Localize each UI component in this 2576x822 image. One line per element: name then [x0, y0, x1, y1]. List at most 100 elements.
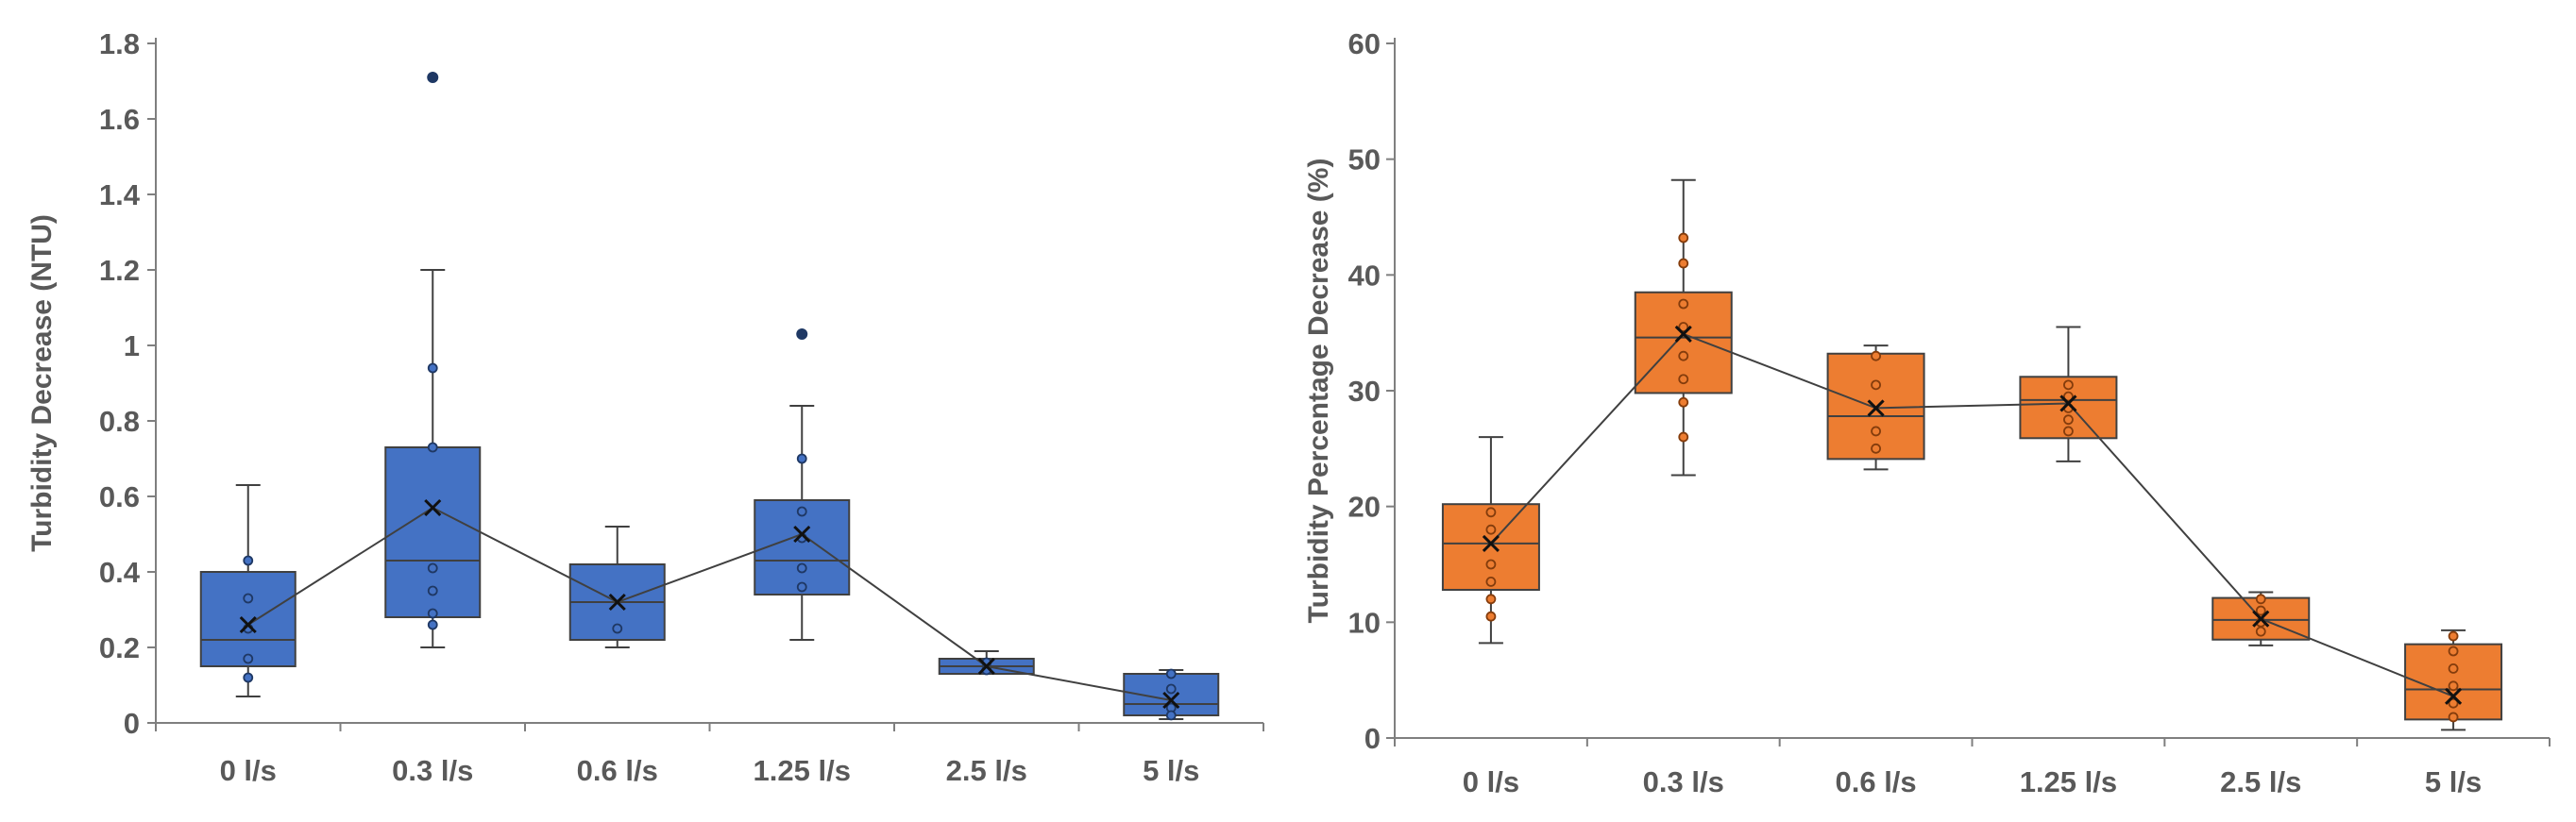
data-point — [243, 593, 254, 604]
data-point — [1678, 258, 1689, 269]
y-tick-label: 0 — [124, 707, 140, 740]
y-tick-label: 0 — [1364, 722, 1381, 755]
mean-marker — [793, 525, 811, 544]
y-tick-label: 0.8 — [99, 405, 140, 438]
y-tick-label: 1.6 — [99, 103, 140, 136]
data-point — [1485, 611, 1497, 622]
data-point — [1678, 350, 1689, 361]
mean-marker-stroke — [2252, 610, 2270, 628]
data-point — [427, 619, 438, 630]
data-point — [2448, 680, 2459, 692]
data-point — [2448, 697, 2459, 709]
mean-marker — [608, 593, 626, 612]
mean-marker-stroke — [2445, 687, 2463, 705]
data-point — [2063, 391, 2074, 402]
mean-marker-stroke — [977, 657, 995, 676]
box-0ls — [1441, 503, 1540, 591]
mean-marker — [1674, 325, 1692, 343]
x-tick-label: 0.6 l/s — [1835, 765, 1916, 798]
data-point — [1485, 577, 1497, 587]
turbidity-decrease-ntu-chart: 0 0.2 0.4 0.6 0.8 1 1.2 1.4 1.6 1.8 Turbidity Decr… — [26, 27, 1264, 787]
data-point — [796, 562, 807, 574]
data-point — [1485, 594, 1497, 605]
y-tick-label: 10 — [1348, 606, 1381, 639]
data-point — [612, 623, 623, 634]
mean-marker-stroke — [424, 498, 442, 517]
data-point — [1871, 426, 1881, 437]
x-tick-label: 2.5 l/s — [946, 754, 1027, 787]
y-tick-label: 40 — [1348, 259, 1381, 292]
data-point — [796, 506, 807, 517]
y-axis-title: Turbidity Percentage Decrease (%) — [1303, 159, 1334, 624]
y-tick-label: 0.2 — [99, 631, 140, 664]
data-point — [427, 608, 438, 619]
data-point — [2448, 630, 2459, 642]
data-point — [1678, 431, 1689, 443]
x-tick-label: 2.5 l/s — [2220, 765, 2301, 798]
y-tick-label: 60 — [1348, 27, 1381, 60]
mean-marker-stroke — [793, 525, 811, 544]
mean-marker — [239, 615, 257, 634]
mean-marker-stroke — [1482, 534, 1500, 552]
data-point — [2255, 605, 2266, 616]
data-point — [2448, 646, 2459, 657]
data-point — [2255, 626, 2266, 637]
data-point — [427, 442, 438, 453]
x-tick-label: 0.3 l/s — [1643, 765, 1724, 798]
x-tick-label: 1.25 l/s — [2020, 765, 2117, 798]
mean-marker — [1162, 691, 1180, 710]
mean-marker-stroke — [1674, 325, 1692, 343]
data-point — [796, 581, 807, 593]
y-axis-title: Turbidity Decrease (NTU) — [26, 214, 58, 552]
turbidity-percentage-decrease-chart: 0 10 20 30 40 50 60 Turbidity Percentage Decrea… — [1303, 27, 2551, 798]
data-point — [243, 555, 254, 566]
data-point — [427, 562, 438, 574]
mean-marker — [977, 657, 995, 676]
mean-marker — [1482, 534, 1500, 552]
data-point — [2255, 594, 2266, 605]
outlier-point — [796, 328, 808, 340]
data-point — [1871, 350, 1881, 361]
data-point — [1678, 374, 1689, 385]
x-tick-label: 0.6 l/s — [577, 754, 658, 787]
data-point — [243, 672, 254, 683]
y-tick-label: 1.8 — [99, 27, 140, 60]
data-point — [243, 653, 254, 664]
mean-marker — [2059, 394, 2077, 412]
data-point — [2063, 426, 2074, 437]
data-point — [1678, 298, 1689, 310]
mean-trend-line — [1490, 332, 2454, 697]
data-point — [1165, 668, 1177, 679]
data-point — [2063, 379, 2074, 391]
x-tick-label: 0.3 l/s — [392, 754, 473, 787]
data-point — [1871, 379, 1881, 391]
y-tick-label: 20 — [1348, 491, 1381, 524]
data-point — [2448, 712, 2459, 723]
data-point — [1485, 559, 1497, 570]
mean-marker-stroke — [1162, 691, 1180, 710]
mean-marker-stroke — [608, 593, 626, 612]
x-tick-label: 0 l/s — [1463, 765, 1519, 798]
data-point — [427, 362, 438, 374]
mean-marker — [424, 498, 442, 517]
data-point — [1485, 507, 1497, 518]
data-point — [1165, 710, 1177, 721]
y-tick-label: 1.2 — [99, 254, 140, 287]
data-point — [1871, 443, 1881, 454]
mean-marker — [2445, 687, 2463, 705]
data-point — [796, 453, 807, 464]
mean-marker — [2252, 610, 2270, 628]
mean-marker — [1867, 399, 1885, 417]
x-tick-label: 5 l/s — [2425, 765, 2482, 798]
data-point — [2448, 663, 2459, 674]
data-point — [1678, 232, 1689, 243]
mean-marker-stroke — [239, 615, 257, 634]
data-point — [1165, 683, 1177, 695]
data-point — [1678, 396, 1689, 408]
y-tick-label: 0.6 — [99, 480, 140, 513]
data-point — [1485, 524, 1497, 535]
y-tick-label: 0.4 — [99, 556, 141, 589]
y-tick-label: 50 — [1348, 143, 1381, 176]
data-point — [1678, 322, 1689, 332]
